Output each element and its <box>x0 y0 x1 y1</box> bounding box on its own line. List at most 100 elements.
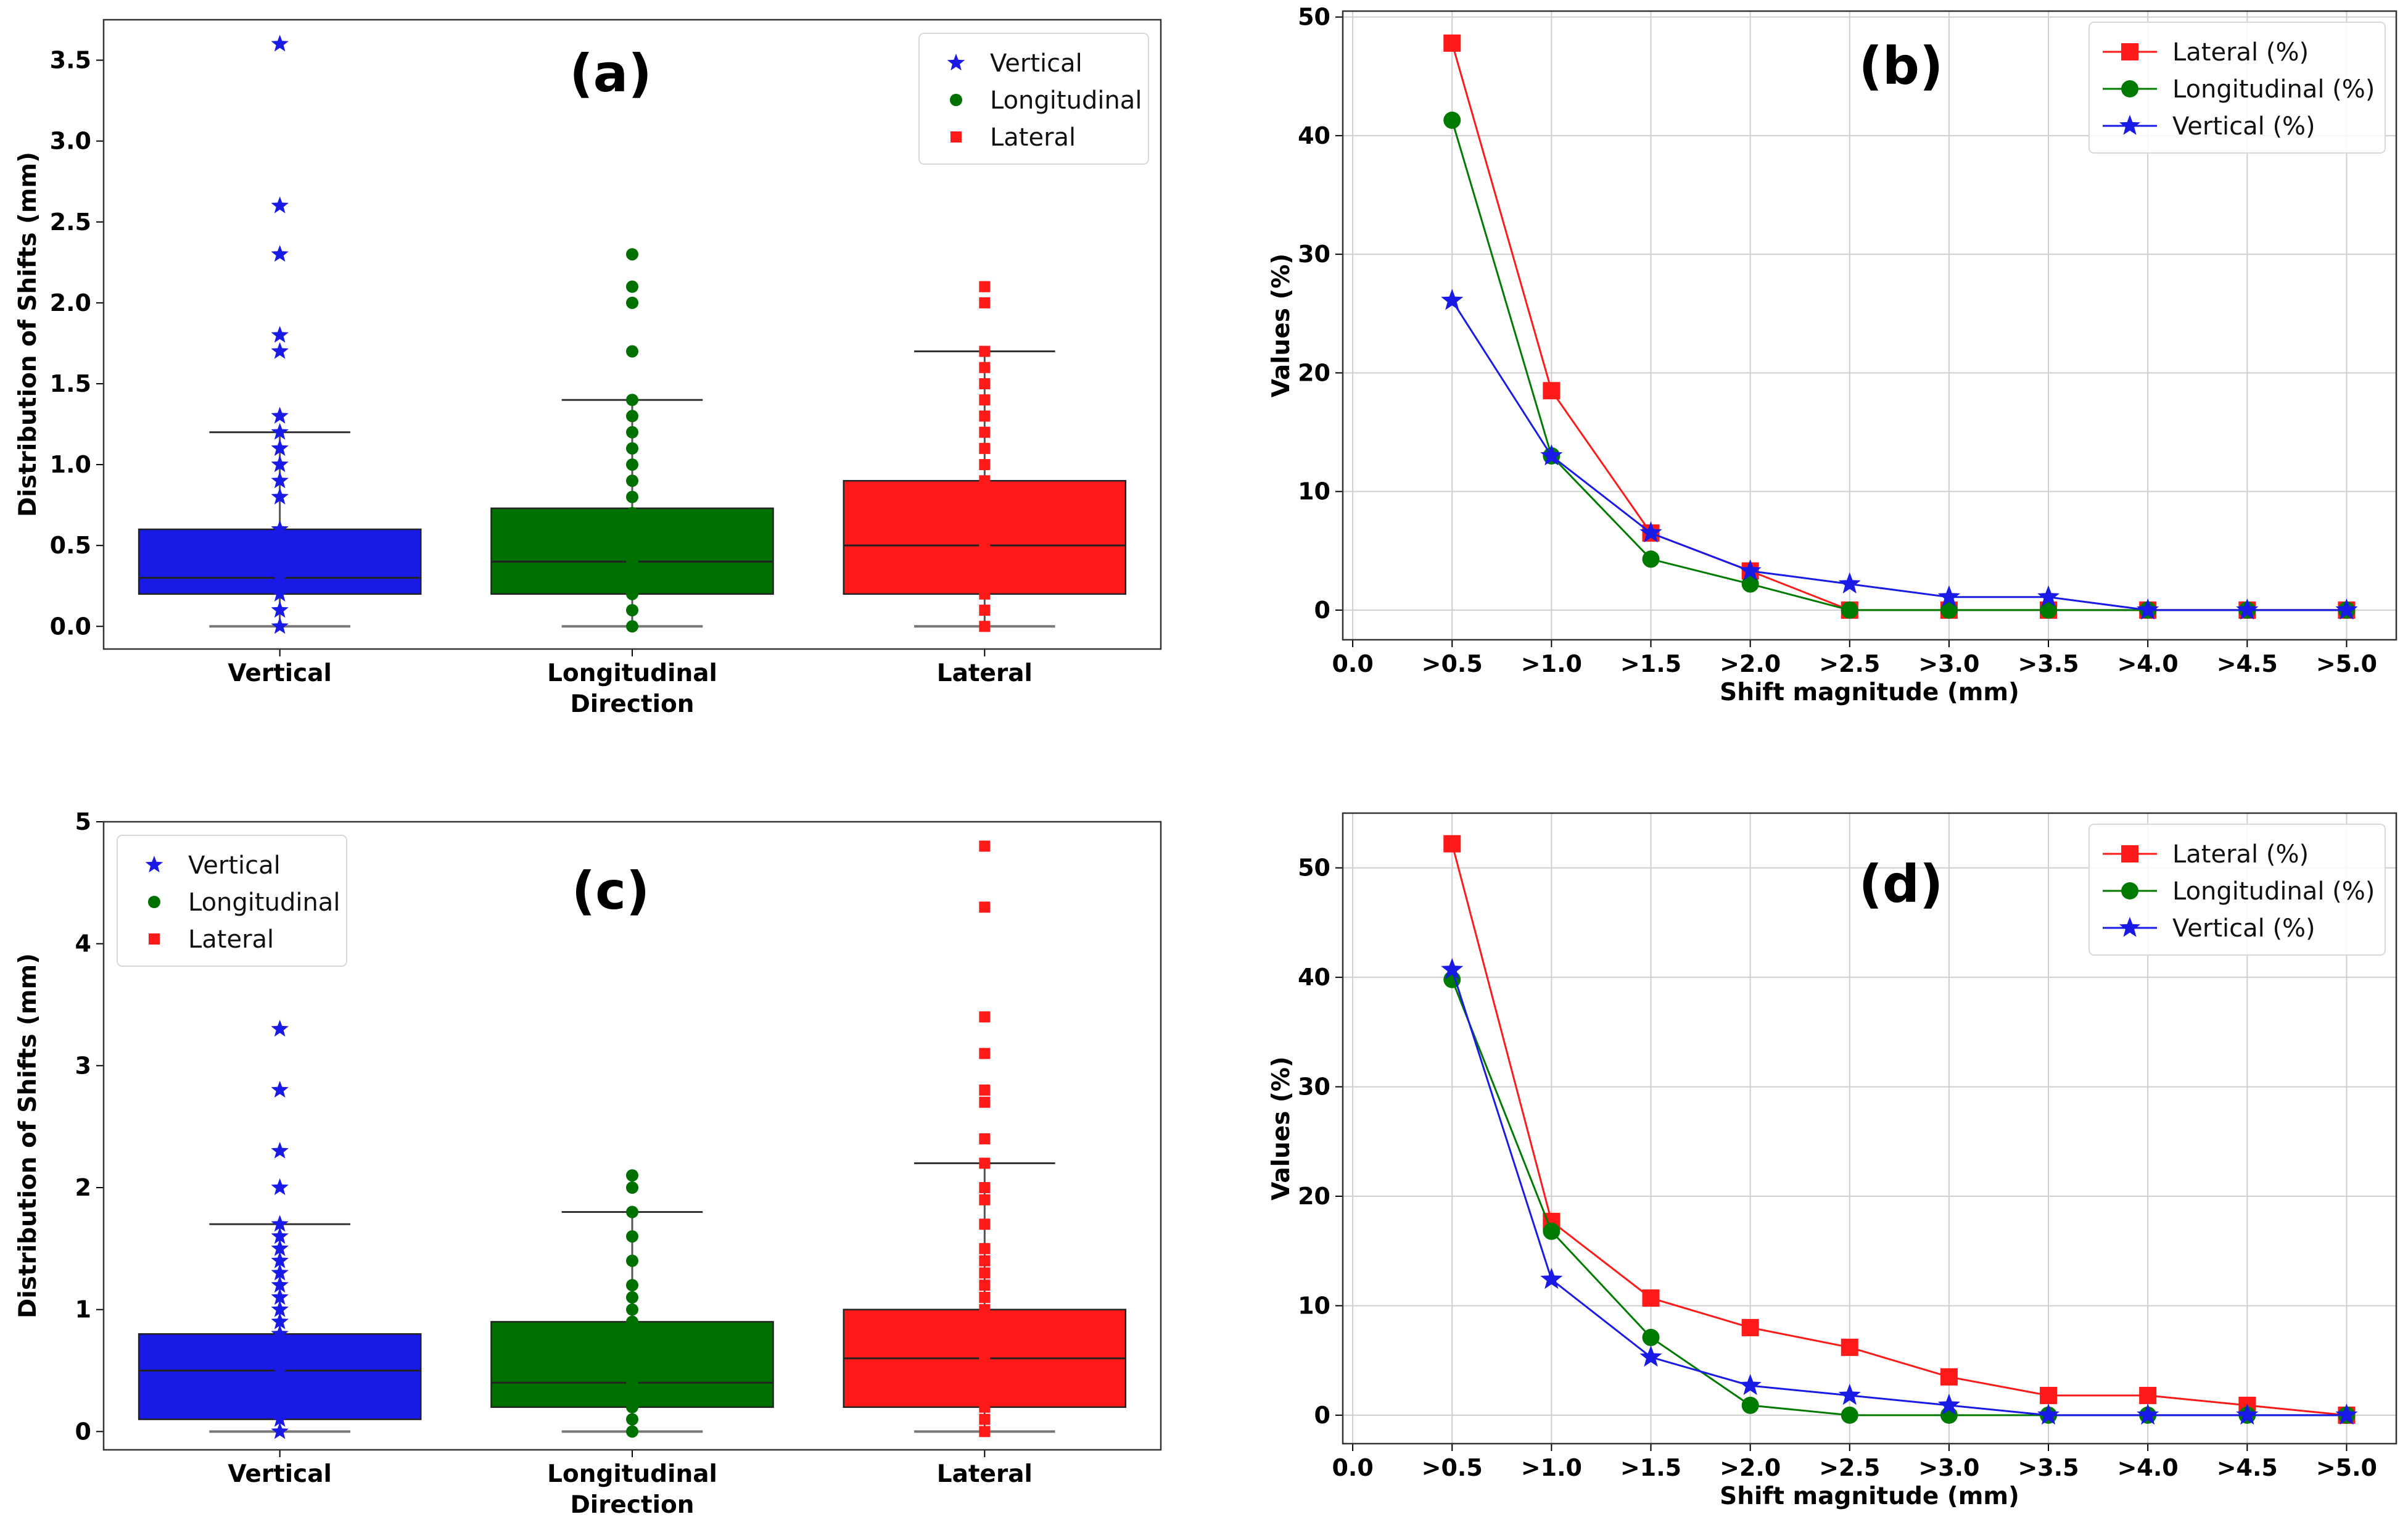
y-tick-label: 0.5 <box>50 532 91 559</box>
y-tick-label: 20 <box>1298 359 1330 386</box>
x-tick-label-line: Vertical <box>228 660 332 687</box>
data-point <box>979 1218 991 1230</box>
x-tick-label: Vertical <box>228 660 332 687</box>
legend-label: Vertical <box>188 851 281 880</box>
x-tick-label: Lateral <box>937 660 1033 687</box>
series-point <box>1841 601 1858 619</box>
series-point <box>1639 521 1662 543</box>
panel-label: (a) <box>569 43 651 104</box>
data-point <box>626 410 638 423</box>
data-point <box>626 523 638 536</box>
series-point <box>1642 1328 1660 1346</box>
data-point <box>979 394 991 406</box>
data-point <box>979 459 991 471</box>
box-lateral <box>843 281 1127 632</box>
data-point <box>979 1401 991 1413</box>
data-point <box>979 1255 991 1267</box>
x-tick-label: >4.5 <box>2217 1454 2278 1481</box>
data-point <box>271 407 289 424</box>
legend-marker <box>2121 43 2138 60</box>
y-tick-label: 0 <box>1314 1402 1330 1429</box>
data-point <box>979 1389 991 1401</box>
series-line <box>1451 979 2347 1417</box>
series-point <box>1838 572 1861 593</box>
data-point <box>271 1020 289 1037</box>
data-point <box>271 552 289 569</box>
series-line <box>1451 969 2347 1417</box>
x-tick-label: >3.5 <box>2018 650 2079 677</box>
data-point <box>271 1337 289 1354</box>
series-point <box>2335 1403 2358 1425</box>
data-point <box>626 1230 638 1243</box>
y-tick-label: 4 <box>75 930 91 957</box>
legend-marker <box>145 856 163 873</box>
series-star <box>1441 289 2358 620</box>
data-point <box>626 1254 638 1267</box>
x-tick-label: >1.5 <box>1620 1454 1681 1481</box>
data-point <box>271 1397 289 1415</box>
legend: Vertical Longitudinal Lateral <box>918 33 1149 165</box>
data-point <box>979 426 991 438</box>
data-point <box>626 539 638 552</box>
data-point <box>271 1410 289 1427</box>
series-point <box>1441 957 1464 980</box>
legend-label: Longitudinal (%) <box>2172 877 2375 906</box>
data-point <box>271 584 289 602</box>
x-tick-label: 0.0 <box>1332 650 1373 677</box>
axes-frame <box>102 19 1162 650</box>
y-tick-label: 2.5 <box>50 209 91 236</box>
data-point <box>271 35 289 52</box>
legend-marker <box>2121 80 2138 97</box>
legend-marker <box>950 94 962 106</box>
x-tick-label: >1.0 <box>1521 1454 1582 1481</box>
x-tick-label: >3.0 <box>1918 650 1979 677</box>
data-point <box>979 491 991 503</box>
data-point <box>979 345 991 357</box>
data-point <box>979 1157 991 1169</box>
series-point <box>1543 382 1561 400</box>
data-point <box>626 280 638 293</box>
legend-marker <box>2121 882 2138 900</box>
y-tick-label: 2 <box>75 1174 91 1201</box>
data-point <box>271 520 289 537</box>
data-point <box>979 362 991 373</box>
x-tick-label-line: Lateral <box>937 1460 1033 1488</box>
x-tick-label: Longitudinal Direction <box>547 1460 717 1519</box>
x-tick-label: >4.0 <box>2117 1454 2179 1481</box>
data-point <box>979 605 991 616</box>
y-tick-label: 1 <box>75 1296 91 1323</box>
data-point <box>979 297 991 308</box>
data-point <box>979 1413 991 1425</box>
data-point <box>979 507 991 519</box>
data-point <box>979 523 991 535</box>
series-point <box>2137 1403 2159 1425</box>
data-point <box>626 1376 638 1389</box>
data-point <box>271 1288 289 1305</box>
x-tick-label: >0.5 <box>1422 1454 1483 1481</box>
series-point <box>2236 598 2259 620</box>
data-point <box>626 1328 638 1341</box>
series-point <box>1639 1345 1662 1367</box>
data-point <box>271 601 289 618</box>
y-tick-label: 50 <box>1298 854 1330 882</box>
y-tick-label: 1.5 <box>50 370 91 397</box>
x-tick-label: >5.0 <box>2316 1454 2377 1481</box>
data-point <box>979 1426 991 1437</box>
data-point <box>626 620 638 633</box>
series-point <box>2037 1403 2060 1425</box>
legend: Vertical Longitudinal Lateral <box>117 835 347 967</box>
data-point <box>271 1264 289 1281</box>
data-point <box>979 1340 991 1352</box>
x-tick-label: >1.0 <box>1521 650 1582 677</box>
x-tick-label: Vertical <box>228 1460 332 1488</box>
data-point <box>979 1291 991 1303</box>
legend-box <box>918 33 1149 165</box>
panel-4: 0.0 >0.5 >1.0 >1.5 >2.0 >2.5 >3.0 >3.5 >4.0 >4.5 >… <box>1268 812 2398 1510</box>
series-circle <box>1443 111 2356 619</box>
y-axis-label: Values (%) <box>1268 1056 1295 1200</box>
data-point <box>979 1377 991 1389</box>
data-point <box>979 1182 991 1194</box>
y-tick-label: 3 <box>75 1052 91 1079</box>
box-vertical <box>138 1020 422 1439</box>
series-point <box>1937 585 1960 607</box>
